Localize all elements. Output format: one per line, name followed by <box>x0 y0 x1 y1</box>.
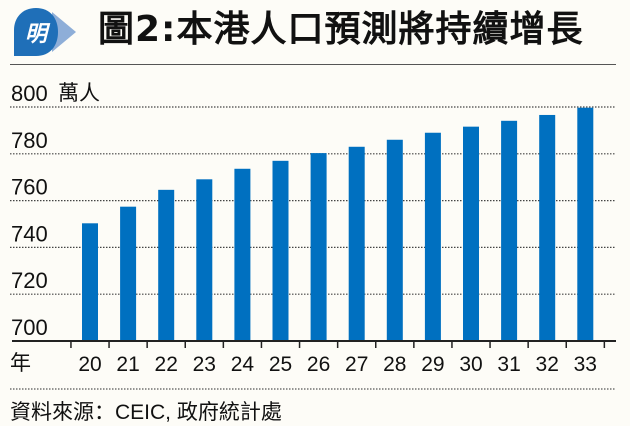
x-tick-label: 26 <box>307 353 330 376</box>
bar-20 <box>82 223 98 341</box>
logo-text: 明 <box>25 22 51 47</box>
y-tick-label: 780 <box>11 128 48 153</box>
bar-27 <box>348 146 365 341</box>
bar-32 <box>539 114 556 342</box>
title-divider <box>10 64 616 65</box>
x-tick-label: 33 <box>574 353 597 376</box>
x-tick-label: 23 <box>193 353 216 376</box>
y-tick-label: 740 <box>11 221 48 246</box>
bar-26 <box>310 153 327 341</box>
x-tick-label: 31 <box>497 353 520 376</box>
y-tick-label: 760 <box>11 175 48 200</box>
bar-24 <box>234 168 251 341</box>
bar-29 <box>424 132 441 341</box>
bar-22 <box>158 189 175 341</box>
x-tick-label: 24 <box>231 353 255 376</box>
bar-28 <box>386 139 403 341</box>
source-note: 資料來源：CEIC, 政府統計處 <box>10 401 282 424</box>
y-tick-label: 800 <box>11 81 48 106</box>
x-tick-label: 29 <box>421 353 444 376</box>
y-tick-label: 700 <box>11 315 48 340</box>
x-axis-label: 年 <box>10 352 31 375</box>
bar-31 <box>501 120 518 341</box>
chart-title: 圖2:本港人口預測將持續增長 <box>98 9 584 50</box>
x-tick-label: 32 <box>536 353 559 376</box>
y-tick-label: 720 <box>11 268 48 293</box>
bar-33 <box>577 107 594 342</box>
x-tick-label: 30 <box>459 353 482 376</box>
bar-21 <box>120 206 137 341</box>
x-tick-label: 21 <box>116 353 139 376</box>
bar-23 <box>196 179 213 341</box>
ming-pao-logo-icon: 明 <box>14 8 76 56</box>
x-tick-label: 28 <box>383 353 406 376</box>
x-tick-label: 20 <box>78 353 101 376</box>
x-tick-label: 22 <box>155 353 178 376</box>
x-tick-label: 27 <box>345 353 368 376</box>
x-tick-label: 25 <box>269 353 292 376</box>
bar-30 <box>463 126 479 341</box>
y-axis-unit-label: 萬人 <box>58 82 100 105</box>
bar-25 <box>272 160 289 341</box>
